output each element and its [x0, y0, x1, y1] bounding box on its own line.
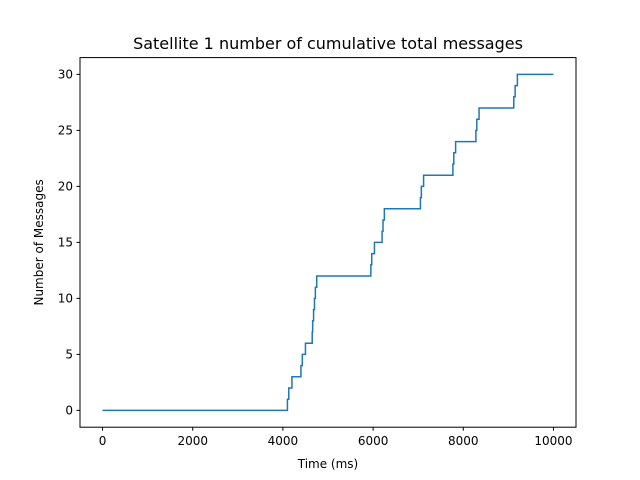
y-axis: 0 5 10 15 20 25 30	[58, 68, 80, 418]
x-tick-label: 10000	[534, 434, 572, 448]
plot-area	[102, 73, 554, 412]
x-axis-label: Time (ms)	[297, 457, 359, 471]
y-axis-label: Number of Messages	[32, 179, 46, 305]
y-tick-label: 20	[58, 180, 73, 194]
x-tick-label: 4000	[268, 434, 299, 448]
y-tick-label: 10	[58, 292, 73, 306]
chart-title: Satellite 1 number of cumulative total m…	[133, 34, 523, 53]
x-tick-label: 2000	[177, 434, 208, 448]
x-tick-label: 0	[99, 434, 107, 448]
x-tick-label: 8000	[448, 434, 479, 448]
series-line-1	[102, 73, 554, 412]
x-tick-label: 6000	[358, 434, 389, 448]
y-tick-label: 30	[58, 68, 73, 82]
x-axis: 0 2000 4000 6000 8000 10000	[99, 427, 573, 448]
y-tick-label: 0	[65, 404, 73, 418]
y-tick-label: 5	[65, 348, 73, 362]
axes-frame	[79, 57, 577, 428]
y-tick-label: 15	[58, 236, 73, 250]
y-tick-label: 25	[58, 124, 73, 138]
